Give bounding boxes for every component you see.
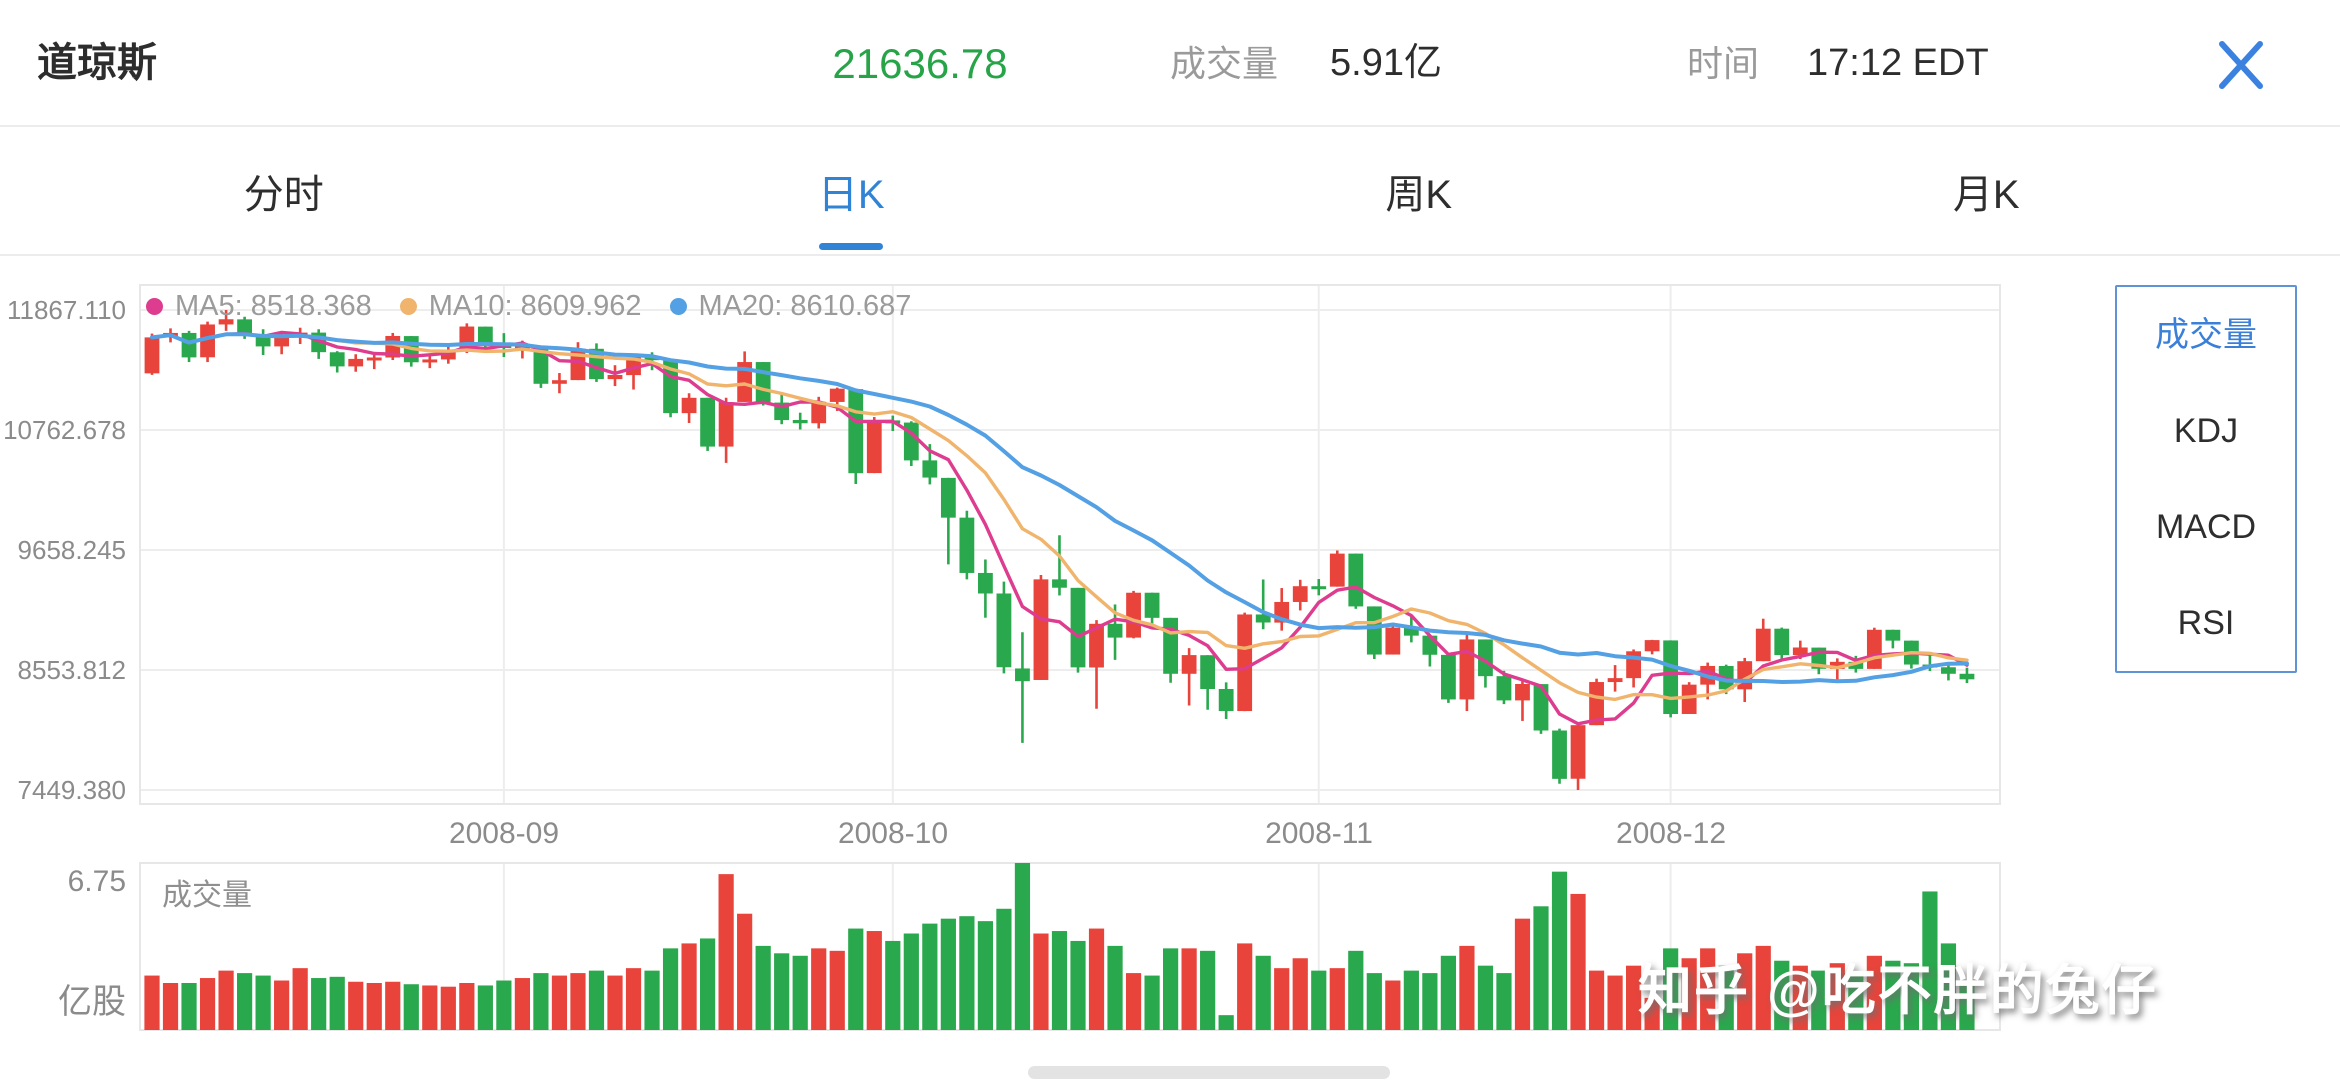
y-axis-label-5: 7449.380 — [17, 775, 126, 805]
stock-name: 道琼斯 — [37, 41, 157, 85]
tabbar-divider — [0, 254, 2340, 256]
close-icon — [2219, 41, 2263, 89]
y-axis-label-2: 10762.678 — [3, 415, 126, 445]
y-axis-label-4: 8553.812 — [17, 655, 126, 685]
x-axis-label-oct: 2008-10 — [837, 817, 949, 850]
home-indicator[interactable] — [1028, 1066, 1390, 1079]
indicator-volume[interactable]: 成交量 — [2155, 316, 2257, 354]
ma20-legend-item: MA20: 8610.687 — [669, 289, 912, 323]
indicator-panel: 成交量 KDJ MACD RSI — [2115, 285, 2297, 673]
header-bar: 道琼斯 21636.78 成交量 5.91亿 时间 17:12 EDT — [0, 0, 2340, 127]
ma10-value: MA10: 8609.962 — [428, 289, 642, 322]
y-axis-label-3: 9658.245 — [17, 535, 126, 565]
tab-monthly-k[interactable]: 月K — [1952, 173, 2020, 217]
ma10-dot-icon — [399, 297, 417, 315]
current-price: 21636.78 — [832, 40, 1008, 87]
watermark: 知乎 @吃不胖的兔仔 — [1638, 961, 2158, 1021]
x-axis-label-sep: 2008-09 — [448, 817, 560, 850]
volume-panel-title: 成交量 — [162, 879, 252, 912]
ma20-dot-icon — [669, 297, 687, 315]
ma5-dot-icon — [146, 297, 163, 315]
volume-axis-max: 6.75 — [67, 865, 126, 898]
tab-minute[interactable]: 分时 — [243, 173, 324, 217]
header-volume-value: 5.91亿 — [1330, 42, 1442, 84]
active-tab-underline — [819, 243, 884, 250]
tab-weekly-k[interactable]: 周K — [1385, 173, 1453, 217]
tab-daily-k[interactable]: 日K — [568, 127, 1136, 255]
ma5-value: MA5: 8518.368 — [175, 289, 372, 322]
ma5-legend-item: MA5: 8518.368 — [146, 290, 372, 323]
ma10-legend-item: MA10: 8609.962 — [399, 289, 642, 323]
indicator-macd[interactable]: MACD — [2155, 508, 2257, 546]
header-volume-label: 成交量 — [1170, 43, 1279, 84]
close-button[interactable] — [2212, 36, 2272, 96]
x-axis-label-nov: 2008-11 — [1265, 817, 1373, 850]
indicator-kdj[interactable]: KDJ — [2173, 412, 2239, 450]
header-time-value: 17:12 EDT — [1807, 42, 1989, 84]
header-time-label: 时间 — [1687, 43, 1760, 84]
indicator-rsi[interactable]: RSI — [2177, 604, 2235, 642]
period-tabbar: 分时 日K 周K 月K — [0, 127, 2270, 255]
header-divider — [0, 125, 2340, 127]
volume-axis-unit: 亿股 — [58, 983, 126, 1021]
ma-legend: MA5: 8518.368 MA10: 8609.962 MA20: 8610.… — [146, 288, 911, 324]
y-axis-label-1: 11867.110 — [6, 295, 126, 325]
x-axis-label-dec: 2008-12 — [1615, 817, 1727, 850]
ma20-value: MA20: 8610.687 — [698, 289, 912, 322]
